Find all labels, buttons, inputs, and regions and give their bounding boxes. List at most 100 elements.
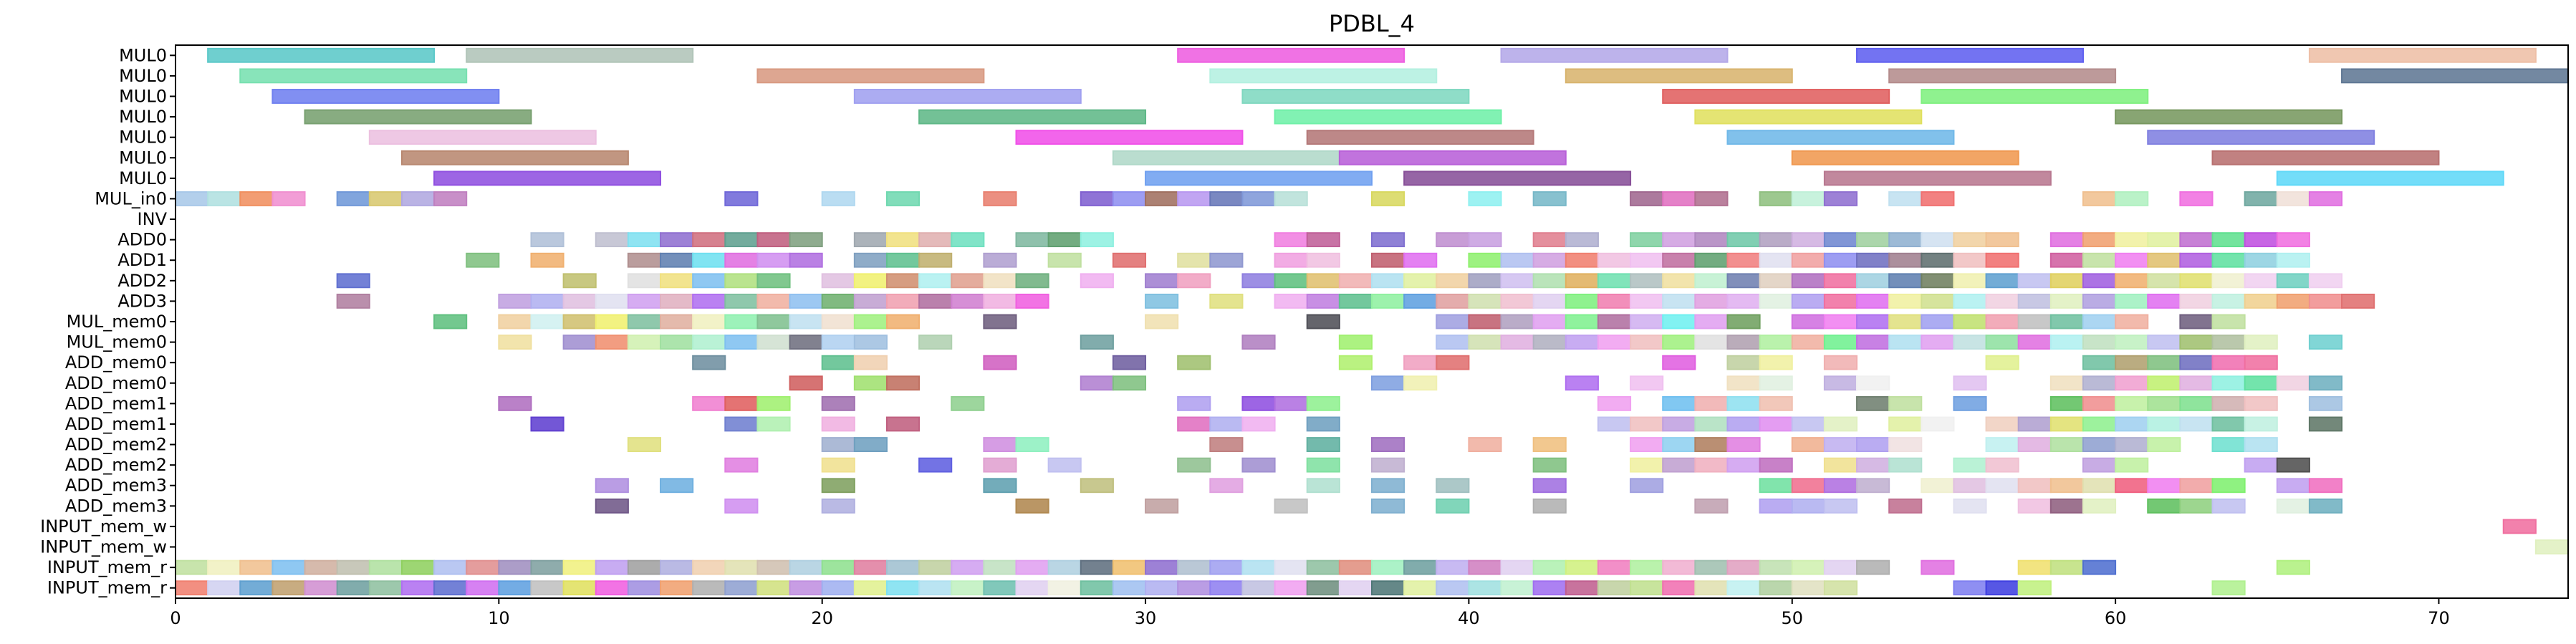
schedule-bar — [1015, 293, 1049, 309]
schedule-bar — [1209, 559, 1244, 575]
schedule-bar — [1662, 293, 1696, 309]
schedule-bar — [1241, 580, 1276, 596]
schedule-bar — [1888, 457, 1923, 473]
schedule-bar — [1532, 293, 1567, 309]
schedule-bar — [1823, 559, 1858, 575]
schedule-bar — [239, 68, 468, 84]
schedule-bar — [1306, 416, 1340, 432]
schedule-bar — [1241, 89, 1470, 104]
schedule-bar — [627, 252, 662, 268]
y-tick-label: INPUT_mem_r — [47, 557, 167, 577]
schedule-bar — [1953, 314, 1987, 330]
schedule-bar — [983, 314, 1017, 330]
schedule-bar — [1532, 559, 1567, 575]
schedule-bar — [466, 252, 500, 268]
schedule-bar — [207, 47, 436, 63]
schedule-bar — [1759, 293, 1793, 309]
chart-title: PDBL_4 — [1329, 10, 1415, 37]
schedule-bar — [1823, 232, 1858, 248]
schedule-bar — [1436, 580, 1470, 596]
schedule-bar — [1532, 252, 1567, 268]
schedule-bar — [271, 89, 500, 104]
schedule-bar — [2244, 355, 2278, 370]
schedule-bar — [2115, 109, 2343, 125]
schedule-bar — [821, 478, 855, 494]
schedule-bar — [1888, 416, 1923, 432]
schedule-bar — [2115, 191, 2149, 206]
schedule-bar — [627, 559, 662, 575]
schedule-bar — [498, 335, 532, 350]
schedule-bar — [918, 335, 953, 350]
schedule-bar — [2082, 457, 2117, 473]
schedule-bar — [1112, 191, 1147, 206]
schedule-bar — [2147, 355, 2181, 370]
schedule-bar — [1985, 335, 2019, 350]
schedule-bar — [1759, 580, 1793, 596]
schedule-bar — [400, 580, 436, 596]
schedule-bar — [1306, 559, 1340, 575]
y-tick-label: ADD_mem2 — [65, 435, 167, 455]
schedule-bar — [2276, 375, 2310, 391]
schedule-bar — [1662, 580, 1696, 596]
schedule-bar — [1791, 335, 1825, 350]
schedule-bar — [853, 232, 888, 248]
schedule-bar — [1953, 335, 1987, 350]
schedule-bar — [885, 293, 921, 309]
schedule-bar — [1371, 559, 1405, 575]
schedule-bar — [530, 293, 564, 309]
y-tick-label: ADD_mem0 — [65, 352, 167, 373]
schedule-bar — [756, 68, 985, 84]
y-tick-label: ADD_mem1 — [65, 393, 167, 413]
schedule-bar — [530, 232, 564, 248]
schedule-bar — [1209, 580, 1244, 596]
schedule-bar — [1532, 437, 1567, 452]
schedule-bar — [1468, 293, 1502, 309]
schedule-bar — [1694, 395, 1729, 411]
schedule-bar — [660, 314, 694, 330]
schedule-bar — [1823, 375, 1858, 391]
schedule-bar — [2502, 519, 2537, 534]
schedule-bar — [1823, 416, 1858, 432]
schedule-bar — [1694, 457, 1729, 473]
schedule-bar — [1791, 191, 1825, 206]
schedule-bar — [1856, 47, 2084, 63]
schedule-bar — [466, 47, 694, 63]
schedule-bar — [789, 375, 823, 391]
schedule-bar — [1241, 416, 1276, 432]
schedule-bar — [1306, 273, 1340, 289]
schedule-bar — [1500, 252, 1534, 268]
schedule-bar — [1403, 580, 1438, 596]
schedule-bar — [1371, 457, 1405, 473]
x-tick-label: 10 — [488, 608, 510, 628]
schedule-bar — [1274, 109, 1502, 125]
schedule-bar — [1921, 191, 1955, 206]
schedule-bar — [1953, 293, 1987, 309]
schedule-bar — [1436, 478, 1470, 494]
schedule-bar — [1888, 437, 1923, 452]
schedule-bar — [336, 293, 370, 309]
y-tick-label: ADD_mem3 — [65, 496, 167, 516]
schedule-bar — [400, 191, 436, 206]
schedule-bar — [1306, 395, 1340, 411]
schedule-bar — [2179, 232, 2214, 248]
schedule-bar — [2211, 437, 2246, 452]
schedule-bar — [1112, 150, 1340, 165]
schedule-bar — [175, 580, 209, 596]
schedule-bar — [1597, 395, 1632, 411]
schedule-bar — [2049, 395, 2084, 411]
schedule-bar — [1791, 478, 1825, 494]
schedule-bar — [2082, 416, 2117, 432]
schedule-bar — [1338, 150, 1567, 165]
schedule-bar — [1630, 335, 1664, 350]
schedule-bar — [692, 355, 726, 370]
schedule-bar — [1274, 498, 1308, 514]
schedule-bar — [2082, 395, 2117, 411]
schedule-bar — [433, 314, 468, 330]
schedule-bar — [1921, 252, 1955, 268]
schedule-bar — [595, 293, 629, 309]
schedule-bar — [724, 252, 759, 268]
schedule-bar — [821, 355, 855, 370]
schedule-bar — [1921, 478, 1955, 494]
schedule-bar — [1630, 252, 1664, 268]
schedule-bar — [789, 232, 823, 248]
